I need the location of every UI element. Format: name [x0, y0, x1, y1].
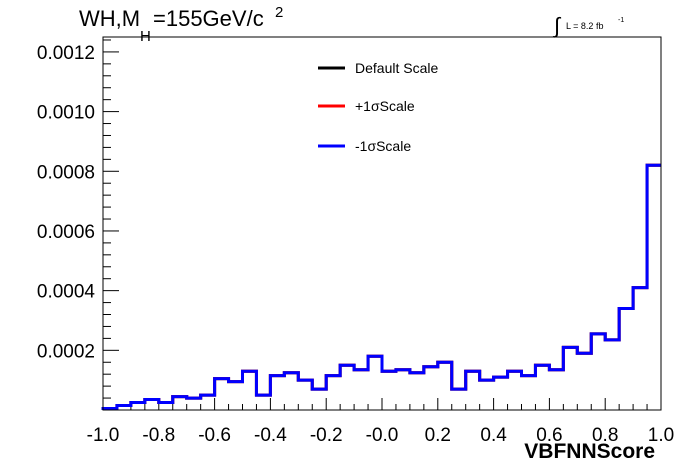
- x-tick-label: -0.4: [254, 425, 287, 446]
- y-tick-label: 0.0006: [37, 222, 95, 243]
- x-tick-label: -0.2: [310, 425, 343, 446]
- y-tick-label: 0.0010: [37, 103, 95, 124]
- title-subscript: H: [140, 28, 151, 45]
- title-main-rest: =155GeV/c: [153, 6, 264, 31]
- axis-ticks: -1.0 -0.8 -0.6 -0.4 -0.2 -0.0 0.2 0.4 0.6 0.8 1.0 0…: [37, 39, 674, 446]
- x-tick-label: -0.8: [142, 425, 175, 446]
- y-tick-label: 0.0002: [37, 341, 95, 362]
- series-layer: [101, 163, 661, 411]
- y-tick-label: 0.0008: [37, 162, 95, 183]
- x-tick-label: 0.2: [425, 425, 451, 446]
- x-tick-label: -1.0: [87, 425, 120, 446]
- luminosity-unit: -1: [618, 17, 625, 24]
- legend-label: -1σScale: [355, 138, 411, 154]
- legend: Default Scale +1σScale -1σScale: [318, 60, 438, 154]
- y-tick-label: 0.0012: [37, 43, 95, 64]
- luminosity-label: L = 8.2 fb: [566, 21, 604, 31]
- series-line-1: [101, 163, 661, 411]
- x-tick-label: 0.8: [592, 425, 618, 446]
- y-tick-label: 0.0004: [37, 282, 96, 303]
- title-main: WH,M: [79, 6, 141, 31]
- plot-frame: [102, 36, 662, 411]
- series-line-2: [101, 163, 661, 411]
- x-tick-label: 0.4: [480, 425, 507, 446]
- x-tick-label: -0.0: [366, 425, 399, 446]
- title-superscript: 2: [275, 4, 284, 21]
- integral-symbol: ∫: [554, 13, 561, 38]
- legend-label: +1σScale: [355, 98, 415, 114]
- legend-label: Default Scale: [355, 60, 438, 76]
- x-tick-label: -0.6: [198, 425, 231, 446]
- x-tick-label: 0.6: [536, 425, 562, 446]
- series-line-0: [101, 163, 661, 411]
- x-axis-label: VBFNNScore: [524, 440, 655, 463]
- x-tick-label: 1.0: [648, 425, 674, 446]
